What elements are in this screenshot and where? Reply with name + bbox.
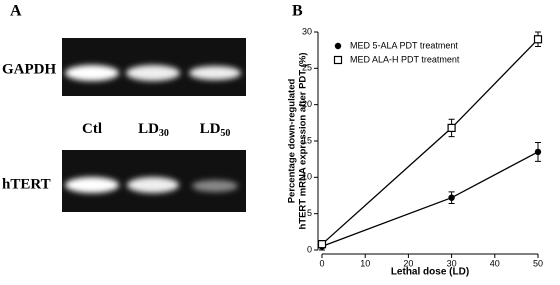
marker (333, 55, 343, 65)
panel-a: A GAPDH hTERT Ctl LD30 LD50 (2, 3, 246, 212)
x-axis-label: Lethal dose (LD) (391, 267, 469, 278)
lane-label-sub: 30 (159, 128, 169, 139)
legend-label: MED 5-ALA PDT treatment (350, 40, 458, 50)
band (189, 66, 241, 80)
x-tick-label: 30 (447, 258, 457, 268)
y-tick-label: 15 (302, 135, 312, 145)
lane-label: LD50 (200, 121, 231, 139)
y-tick-label: 10 (302, 172, 312, 182)
panel-label: A (10, 3, 22, 20)
lane-label-main: Ctl (82, 121, 102, 137)
lane-label-sub: 50 (220, 128, 230, 139)
y-axis-label: Percentage down-regulated (287, 79, 298, 204)
y-tick-label: 5 (307, 208, 312, 218)
row-label: hTERT (2, 176, 51, 192)
y-tick-label: 0 (307, 244, 312, 254)
panel-b: B 0 5 10 15 20 25 30 0 10 20 30 40 50 Lethal dose (LD… (287, 3, 543, 278)
marker (534, 148, 542, 156)
band (65, 65, 119, 81)
y-tick-label: 20 (302, 99, 312, 109)
marker (447, 123, 456, 133)
lane-label: LD30 (138, 121, 169, 139)
x-tick-label: 10 (360, 258, 370, 268)
marker (448, 194, 455, 201)
marker (334, 42, 342, 50)
band (127, 177, 179, 193)
x-tick-label: 40 (490, 258, 500, 268)
panel-label: B (292, 3, 303, 20)
y-tick-label: 30 (302, 26, 312, 36)
lane-label-main: LD (200, 121, 221, 137)
x-tick-label: 50 (533, 258, 543, 268)
lane-label-main: LD (138, 121, 159, 137)
row-label: GAPDH (2, 61, 56, 77)
y-tick-label: 25 (302, 63, 312, 73)
x-tick-label: 0 (319, 258, 324, 268)
legend-label: MED ALA-H PDT treatment (350, 54, 460, 64)
y-axis-label: hTERT mRNA expression after PDT (%) (298, 52, 309, 229)
band (65, 177, 119, 193)
band (192, 180, 238, 192)
fit-line (321, 38, 539, 245)
x-tick-label: 20 (403, 258, 413, 268)
band (126, 65, 180, 81)
marker (317, 240, 327, 249)
lane-label: Ctl (82, 121, 102, 137)
fit-line (321, 151, 539, 247)
marker (533, 35, 543, 44)
